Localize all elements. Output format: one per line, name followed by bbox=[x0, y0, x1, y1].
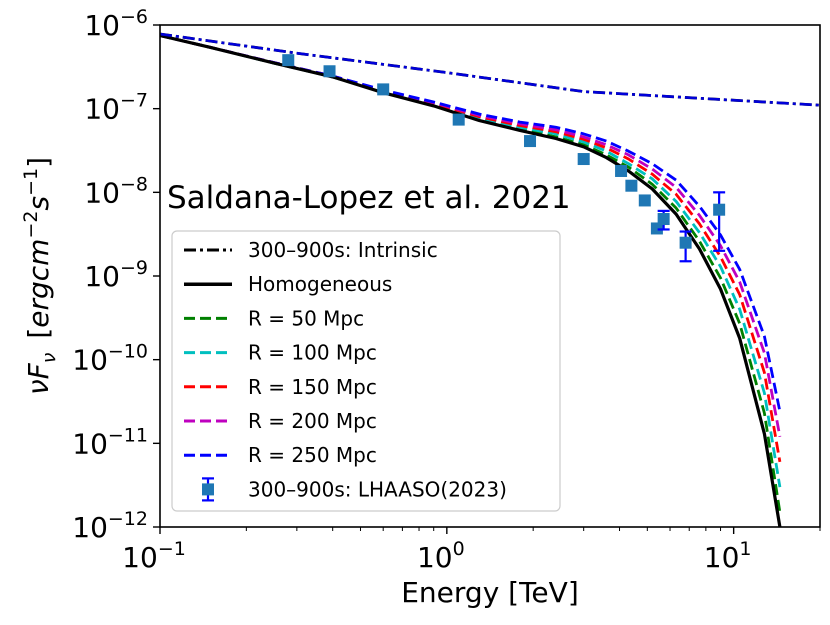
x-axis-ticks: 10−1 100 101 bbox=[122, 527, 821, 574]
y-tick-base-2: 10 bbox=[72, 344, 108, 377]
y-tick-exp-6: −6 bbox=[120, 6, 148, 28]
data-point-7 bbox=[625, 179, 638, 192]
x-tick-base-2: 10 bbox=[704, 541, 740, 574]
y-label-prefix: νF bbox=[22, 362, 55, 395]
x-tick-label-1: 100 bbox=[417, 538, 465, 574]
legend-label-3: R = 100 Mpc bbox=[248, 341, 377, 365]
y-label-units: ergcm bbox=[22, 239, 55, 328]
y-tick-label-5: 10−7 bbox=[84, 90, 148, 126]
x-tick-label-2: 101 bbox=[704, 538, 752, 574]
legend-label-1: Homogeneous bbox=[248, 272, 392, 296]
data-point-1 bbox=[323, 65, 336, 78]
data-point-8 bbox=[638, 194, 651, 207]
y-label-bracket-close: ] bbox=[22, 157, 55, 168]
data-point-12 bbox=[713, 203, 726, 216]
x-tick-exp-1: 0 bbox=[453, 538, 465, 560]
legend-label-5: R = 200 Mpc bbox=[248, 409, 377, 433]
y-tick-exp-2: −10 bbox=[108, 341, 148, 363]
y-tick-label-2: 10−10 bbox=[72, 341, 148, 377]
data-point-9 bbox=[650, 222, 663, 235]
data-point-10 bbox=[657, 213, 670, 226]
y-tick-exp-3: −9 bbox=[120, 257, 148, 279]
y-label-sub: ν bbox=[38, 352, 60, 363]
y-tick-label-3: 10−9 bbox=[84, 257, 148, 293]
x-tick-exp-0: −1 bbox=[158, 538, 186, 560]
x-axis-label: Energy [TeV] bbox=[401, 576, 579, 609]
y-axis-label: νFν [ergcm−2s−1] bbox=[20, 157, 60, 395]
y-tick-base-0: 10 bbox=[72, 511, 108, 544]
data-point-2 bbox=[377, 83, 390, 96]
data-points bbox=[282, 54, 726, 263]
y-tick-exp-4: −8 bbox=[120, 173, 148, 195]
y-tick-base-6: 10 bbox=[84, 9, 120, 42]
data-point-4 bbox=[524, 135, 537, 148]
legend-label-data: 300–900s: LHAASO(2023) bbox=[248, 477, 507, 501]
y-tick-label-4: 10−8 bbox=[84, 173, 148, 209]
y-tick-label-6: 10−6 bbox=[84, 6, 148, 42]
x-tick-exp-2: 1 bbox=[739, 538, 751, 560]
y-tick-label-1: 10−11 bbox=[72, 424, 148, 460]
legend-label-0: 300–900s: Intrinsic bbox=[248, 238, 438, 262]
y-tick-base-1: 10 bbox=[72, 427, 108, 460]
y-tick-exp-5: −7 bbox=[120, 90, 148, 112]
y-tick-exp-0: −12 bbox=[108, 508, 148, 530]
legend-box bbox=[171, 230, 561, 512]
intrinsic-overlay-line bbox=[160, 32, 820, 107]
y-label-exp1: −2 bbox=[20, 211, 42, 239]
data-point-3 bbox=[452, 113, 465, 126]
data-point-11 bbox=[679, 236, 692, 249]
legend-label-6: R = 250 Mpc bbox=[248, 443, 377, 467]
y-label-s: s bbox=[22, 196, 55, 211]
legend-label-4: R = 150 Mpc bbox=[248, 375, 377, 399]
y-label-bracket-open: [ bbox=[22, 328, 55, 339]
y-tick-exp-1: −11 bbox=[108, 424, 148, 446]
series-line-300-900s-intrinsic bbox=[160, 32, 820, 107]
y-tick-label-0: 10−12 bbox=[72, 508, 148, 544]
data-point-6 bbox=[615, 164, 628, 177]
data-point-5 bbox=[577, 153, 590, 166]
x-tick-base-1: 10 bbox=[417, 541, 453, 574]
y-tick-base-3: 10 bbox=[84, 260, 120, 293]
x-tick-base-0: 10 bbox=[122, 541, 158, 574]
annotation: Saldana-Lopez et al. 2021 bbox=[167, 180, 571, 216]
legend: 300–900s: Intrinsic Homogeneous R = 50 Mpc… bbox=[171, 230, 561, 512]
legend-label-2: R = 50 Mpc bbox=[248, 306, 364, 330]
legend-marker bbox=[202, 483, 214, 496]
y-tick-base-5: 10 bbox=[84, 93, 120, 126]
data-point-0 bbox=[282, 54, 295, 67]
y-tick-base-4: 10 bbox=[84, 176, 120, 209]
x-tick-label-0: 10−1 bbox=[122, 538, 186, 574]
y-label-exp2: −1 bbox=[20, 168, 42, 196]
